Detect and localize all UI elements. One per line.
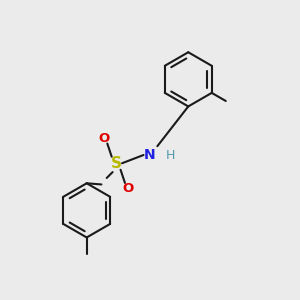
- Text: O: O: [99, 132, 110, 145]
- Text: H: H: [165, 148, 175, 161]
- Text: S: S: [111, 156, 122, 171]
- Text: N: N: [144, 148, 156, 162]
- Text: O: O: [122, 182, 134, 195]
